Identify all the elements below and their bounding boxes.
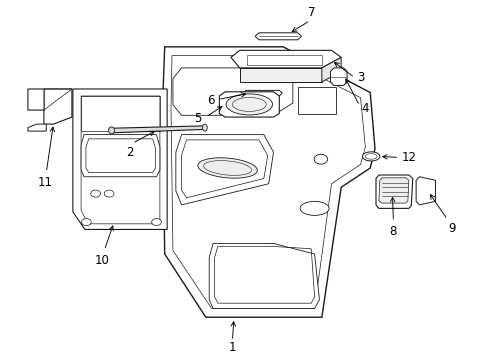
Text: 8: 8 (389, 225, 396, 238)
Polygon shape (415, 177, 435, 205)
Polygon shape (321, 57, 341, 82)
Polygon shape (230, 50, 341, 68)
Ellipse shape (225, 94, 272, 115)
Text: 9: 9 (447, 222, 455, 235)
Ellipse shape (198, 158, 257, 178)
Circle shape (151, 219, 161, 226)
Text: 3: 3 (357, 71, 364, 84)
Polygon shape (28, 89, 72, 124)
Text: 7: 7 (308, 6, 315, 19)
Polygon shape (176, 135, 273, 205)
Polygon shape (239, 68, 321, 82)
Polygon shape (330, 68, 346, 85)
Polygon shape (255, 33, 301, 40)
Ellipse shape (108, 127, 114, 134)
Text: 1: 1 (228, 341, 236, 354)
Polygon shape (375, 175, 412, 208)
Ellipse shape (362, 152, 379, 161)
Text: 11: 11 (38, 176, 53, 189)
Polygon shape (378, 178, 408, 203)
Bar (297, 87, 336, 113)
Text: 4: 4 (361, 102, 368, 115)
Polygon shape (173, 68, 292, 115)
Text: 2: 2 (125, 146, 133, 159)
Polygon shape (162, 47, 374, 317)
Text: 10: 10 (94, 254, 109, 267)
Circle shape (81, 219, 91, 226)
Text: 12: 12 (401, 151, 416, 164)
Circle shape (104, 190, 114, 197)
Text: 5: 5 (194, 112, 202, 125)
Polygon shape (109, 126, 205, 133)
Polygon shape (73, 89, 167, 229)
Ellipse shape (300, 201, 328, 215)
Ellipse shape (202, 124, 207, 131)
Polygon shape (81, 135, 160, 177)
Circle shape (313, 154, 327, 164)
Circle shape (91, 190, 100, 197)
Polygon shape (209, 243, 319, 309)
Text: 6: 6 (206, 94, 214, 107)
Polygon shape (28, 124, 46, 131)
Polygon shape (219, 92, 279, 117)
Bar (246, 55, 321, 65)
Polygon shape (243, 90, 282, 96)
